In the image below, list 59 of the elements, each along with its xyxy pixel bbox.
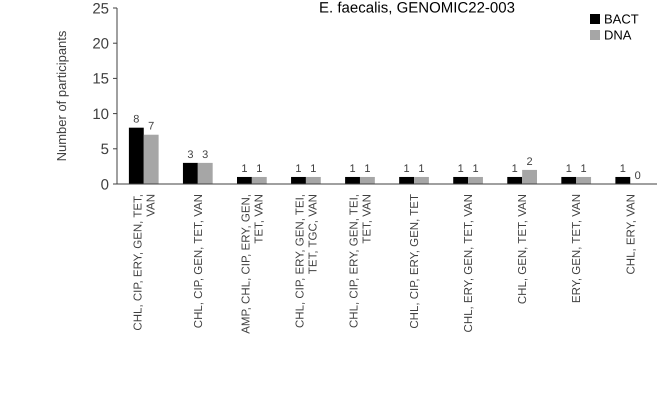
bar xyxy=(252,176,267,184)
bar xyxy=(345,176,360,184)
y-tick-label: 25 xyxy=(92,0,109,18)
data-label: 1 xyxy=(364,162,370,175)
bar xyxy=(399,176,414,184)
data-label: 1 xyxy=(418,162,425,175)
bar xyxy=(198,162,213,184)
y-tick-label: 10 xyxy=(92,106,109,123)
bar xyxy=(576,176,592,184)
bar xyxy=(360,176,375,184)
y-tick-label: 0 xyxy=(100,176,109,194)
data-label: 3 xyxy=(187,148,194,161)
data-label: 1 xyxy=(566,162,572,175)
bar xyxy=(561,176,576,184)
x-tick-label: CHL, CIP, GEN, TET, VAN xyxy=(192,194,205,328)
data-label: 1 xyxy=(404,162,410,175)
data-label: 7 xyxy=(148,120,154,133)
data-label: 2 xyxy=(526,156,533,168)
bar xyxy=(414,176,429,184)
bar xyxy=(144,134,159,184)
bar xyxy=(453,176,468,184)
data-label: 1 xyxy=(295,162,302,175)
bar xyxy=(291,176,306,184)
data-label: 1 xyxy=(472,162,479,175)
data-label: 0 xyxy=(634,170,641,182)
data-label: 1 xyxy=(349,162,356,175)
bar xyxy=(507,176,522,184)
x-tick-label: CHL, CIP, ERY, GEN, TEI, TET, VAN xyxy=(348,194,374,328)
data-label: 1 xyxy=(620,162,626,175)
data-label: 1 xyxy=(512,162,518,175)
bar xyxy=(182,162,198,184)
y-tick-label: 5 xyxy=(100,141,109,158)
x-tick-label: CHL, CIP, ERY, GEN, TET xyxy=(409,194,422,329)
data-label: 3 xyxy=(202,148,208,161)
legend-label: BACT xyxy=(604,12,639,27)
x-tick-label: CHL, ERY, VAN xyxy=(625,194,638,275)
x-tick-label: CHL, CIP, ERY, GEN, TEI, TET, TGC, VAN xyxy=(294,194,320,328)
legend-label: DNA xyxy=(604,28,632,43)
data-label: 8 xyxy=(133,114,140,126)
y-tick-label: 20 xyxy=(92,35,109,52)
bar xyxy=(522,170,537,184)
x-tick-label: CHL, CIP, ERY, GEN, TET, VAN xyxy=(132,194,158,331)
x-tick-label: CHL, ERY, GEN, TET, VAN xyxy=(463,194,476,332)
bar xyxy=(306,176,321,184)
y-axis-title: Number of participants xyxy=(54,30,69,162)
data-label: 1 xyxy=(256,162,262,175)
chart-title: E. faecalis, GENOMIC22-003 xyxy=(319,0,515,16)
x-tick-label: ERY, GEN, TET, VAN xyxy=(571,194,584,304)
data-label: 1 xyxy=(310,162,316,175)
y-tick-label: 15 xyxy=(92,70,109,88)
x-tick-label: AMP, CHL, CIP, ERY, GEN, TET, VAN xyxy=(240,194,266,334)
bar xyxy=(237,176,252,184)
data-label: 1 xyxy=(458,162,464,175)
bar xyxy=(128,128,144,184)
bar xyxy=(615,176,630,184)
x-tick-label: CHL, GEN, TET, VAN xyxy=(517,194,530,304)
data-label: 1 xyxy=(580,162,587,175)
data-label: 1 xyxy=(241,162,248,175)
bar xyxy=(468,176,483,184)
